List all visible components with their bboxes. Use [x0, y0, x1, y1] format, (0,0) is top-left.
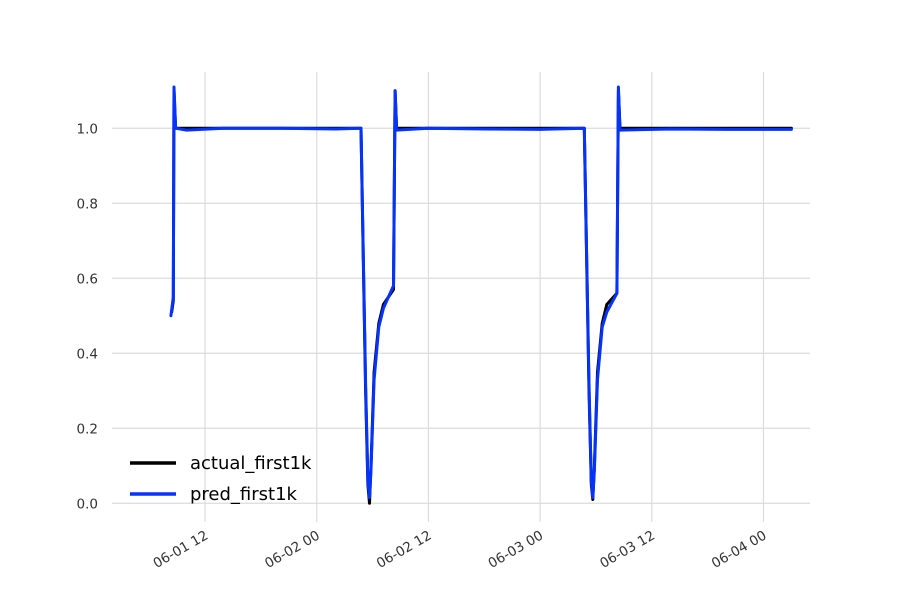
y-tick-label: 0.2: [77, 421, 98, 437]
y-tick-label: 0.6: [77, 271, 98, 287]
x-tick-label: 06-04 00: [709, 528, 770, 572]
y-tick-label: 1.0: [77, 121, 98, 137]
legend: actual_first1k pred_first1k: [130, 453, 312, 505]
legend-label-pred: pred_first1k: [190, 484, 298, 505]
y-tick-label: 0.4: [77, 346, 98, 362]
series-lines: [169, 85, 793, 505]
x-axis-ticks: 06-01 12 06-02 00 06-02 12 06-03 00 06-03 12…: [150, 528, 769, 572]
series-line-actual: [170, 89, 793, 505]
y-tick-label: 0.0: [77, 496, 98, 512]
y-tick-label: 0.8: [77, 196, 98, 212]
x-tick-label: 06-02 12: [374, 528, 435, 572]
legend-label-actual: actual_first1k: [190, 453, 312, 474]
x-tick-label: 06-01 12: [150, 528, 211, 572]
y-axis-ticks: 0.0 0.2 0.4 0.6 0.8 1.0: [77, 121, 98, 512]
x-tick-label: 06-02 00: [262, 528, 323, 572]
x-tick-label: 06-03 12: [597, 528, 658, 572]
series-line-pred: [169, 85, 793, 500]
x-tick-label: 06-03 00: [486, 528, 547, 572]
